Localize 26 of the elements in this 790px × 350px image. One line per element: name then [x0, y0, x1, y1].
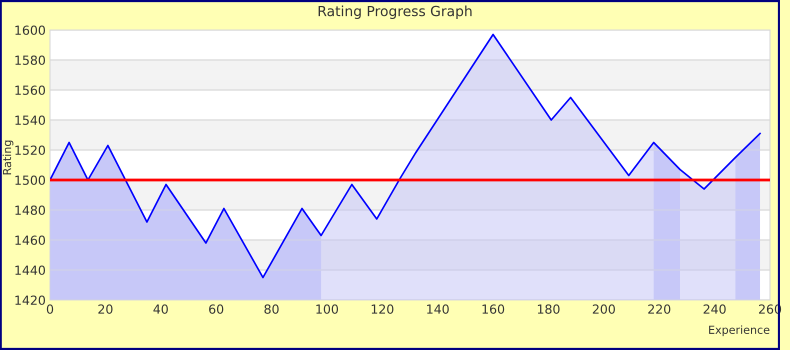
y-tick-label: 1560 [15, 85, 46, 95]
y-tick-label: 1580 [15, 55, 46, 65]
y-tick-label: 1480 [15, 205, 46, 215]
y-tick-label: 1520 [15, 145, 46, 155]
x-axis-title: Experience [709, 325, 770, 336]
y-tick-label: 1440 [15, 265, 46, 275]
chart-title: Rating Progress Graph [318, 6, 472, 19]
y-tick-label: 1540 [15, 115, 46, 125]
y-axis-title: Rating [2, 140, 14, 174]
x-tick-label: 100 [316, 304, 338, 314]
y-tick-label: 1600 [15, 25, 46, 35]
y-tick-label: 1460 [15, 235, 46, 245]
x-tick-label: 20 [98, 304, 113, 314]
x-tick-label: 180 [538, 304, 560, 314]
x-tick-label: 240 [704, 304, 726, 314]
x-tick-label: 40 [153, 304, 168, 314]
x-tick-label: 0 [46, 304, 54, 314]
x-tick-label: 120 [372, 304, 394, 314]
x-tick-label: 220 [648, 304, 670, 314]
x-tick-label: 140 [427, 304, 449, 314]
y-tick-label: 1420 [15, 295, 46, 305]
y-tick-label: 1500 [15, 175, 46, 185]
x-tick-label: 80 [264, 304, 279, 314]
x-tick-label: 200 [592, 304, 615, 314]
x-tick-label: 60 [209, 304, 224, 314]
x-tick-label: 160 [482, 304, 504, 314]
